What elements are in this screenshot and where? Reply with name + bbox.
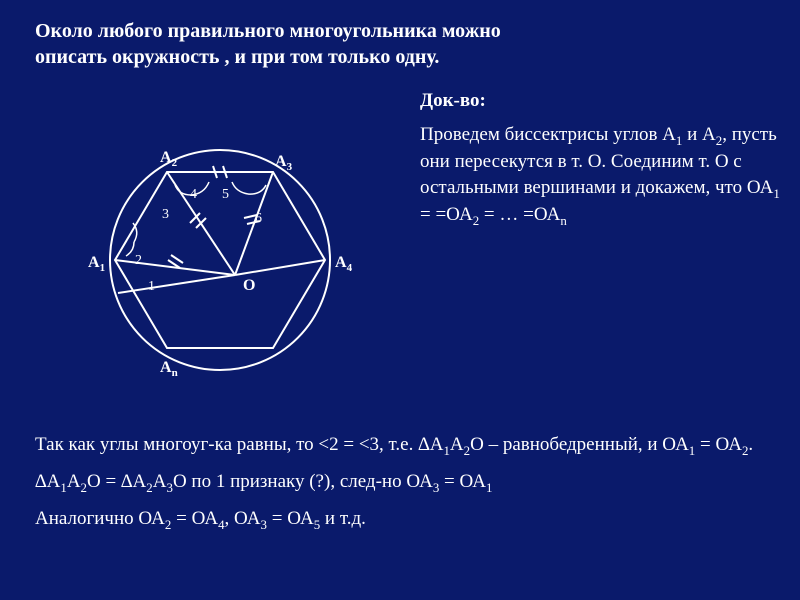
svg-text:Аn: Аn	[160, 359, 178, 379]
svg-text:А4: А4	[335, 254, 353, 274]
proof-line-2: ∆А1А2О = ∆А2А3О по 1 признаку (?), след-…	[35, 469, 765, 496]
proof-line-3: Аналогично ОА2 = ОА4, ОА3 = ОА5 и т.д.	[35, 506, 765, 533]
proof-right-body: Проведем биссектрисы углов А1 и А2, пуст…	[420, 122, 780, 229]
svg-text:О: О	[243, 277, 255, 294]
svg-text:1: 1	[148, 279, 155, 294]
proof-right-column: Док-во: Проведем биссектрисы углов А1 и …	[420, 90, 780, 229]
svg-text:5: 5	[222, 187, 229, 202]
svg-text:4: 4	[190, 187, 197, 202]
proof-line-1: Так как углы многоуг-ка равны, то <2 = <…	[35, 432, 765, 459]
proof-header: Док-во:	[420, 90, 780, 112]
theorem-statement: Около любого правильного многоугольника …	[35, 18, 555, 70]
svg-text:3: 3	[162, 207, 169, 222]
svg-text:2: 2	[135, 253, 142, 268]
proof-bottom: Так как углы многоуг-ка равны, то <2 = <…	[35, 432, 765, 544]
geometry-diagram: А1А2А3А4АnО123456	[60, 100, 380, 400]
svg-text:6: 6	[255, 211, 262, 226]
svg-text:А1: А1	[88, 254, 105, 274]
